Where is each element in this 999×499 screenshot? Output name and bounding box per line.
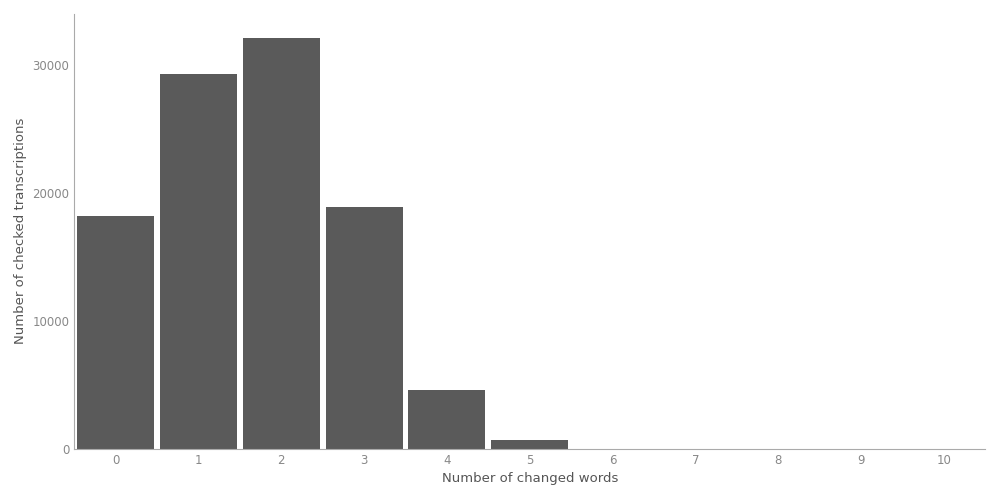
Y-axis label: Number of checked transcriptions: Number of checked transcriptions xyxy=(14,118,27,344)
Bar xyxy=(243,38,320,449)
Bar xyxy=(409,390,486,449)
Bar xyxy=(492,440,568,449)
Bar xyxy=(160,74,237,449)
X-axis label: Number of changed words: Number of changed words xyxy=(442,472,618,485)
Bar xyxy=(77,216,154,449)
Bar xyxy=(326,207,403,449)
